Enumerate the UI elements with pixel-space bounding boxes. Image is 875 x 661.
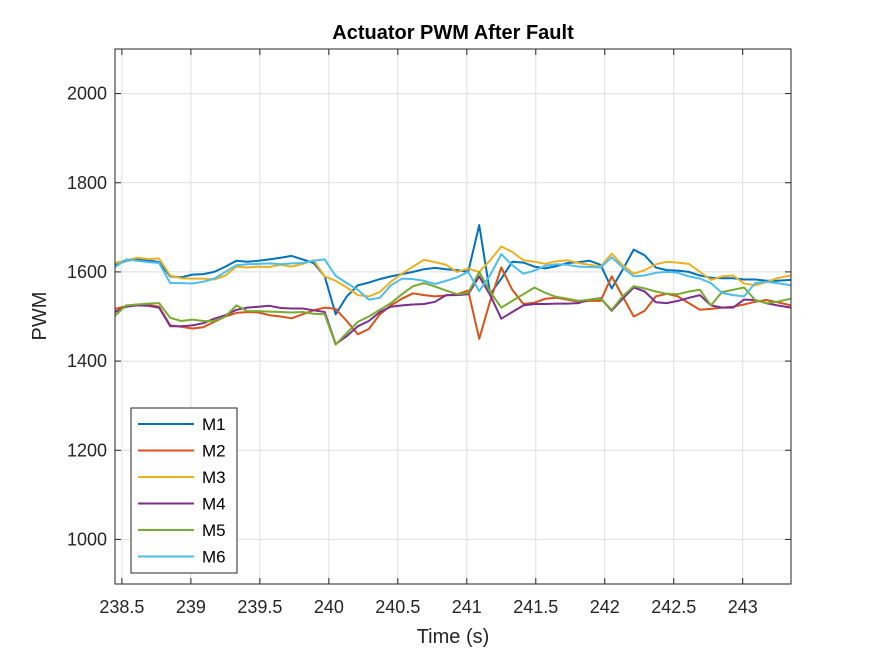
y-tick-label: 1000 [67, 529, 107, 549]
y-tick-label: 1600 [67, 262, 107, 282]
y-axis-label: PWM [29, 292, 51, 341]
x-tick-label: 240 [314, 597, 344, 617]
legend-label-m5: M5 [202, 521, 226, 540]
legend: M1 M2 M3 M4 M5 M6 [130, 407, 238, 574]
y-tick-label: 2000 [67, 84, 107, 104]
y-tick-label: 1200 [67, 440, 107, 460]
legend-box [130, 407, 238, 574]
x-tick-label: 239 [176, 597, 206, 617]
x-tick-label: 242.5 [651, 597, 696, 617]
legend-label-m6: M6 [202, 548, 226, 567]
series-line-m3 [115, 245, 791, 298]
chart-title: Actuator PWM After Fault [332, 22, 574, 44]
series-lines [115, 224, 791, 346]
grid [115, 49, 791, 584]
series-line-m6 [115, 253, 791, 301]
series-line-m1 [115, 224, 791, 316]
x-tick-label: 238.5 [99, 597, 144, 617]
x-axis-label: Time (s) [417, 626, 490, 648]
x-axis-ticks: 238.5 239 239.5 240 240.5 241 241.5 242 242.5 243 [99, 49, 758, 617]
legend-label-m2: M2 [202, 442, 226, 461]
x-tick-label: 240.5 [375, 597, 420, 617]
y-axis-ticks: 1000 1200 1400 1600 1800 2000 [67, 84, 791, 549]
legend-label-m3: M3 [202, 468, 226, 487]
x-tick-label: 241.5 [513, 597, 558, 617]
legend-label-m1: M1 [202, 415, 226, 434]
x-tick-label: 243 [728, 597, 758, 617]
series-line-m5 [115, 270, 791, 346]
x-tick-label: 241 [452, 597, 482, 617]
y-tick-label: 1800 [67, 173, 107, 193]
x-tick-label: 239.5 [237, 597, 282, 617]
plot-border [114, 48, 792, 585]
x-tick-label: 242 [590, 597, 620, 617]
legend-label-m4: M4 [202, 495, 226, 514]
y-tick-label: 1400 [67, 351, 107, 371]
